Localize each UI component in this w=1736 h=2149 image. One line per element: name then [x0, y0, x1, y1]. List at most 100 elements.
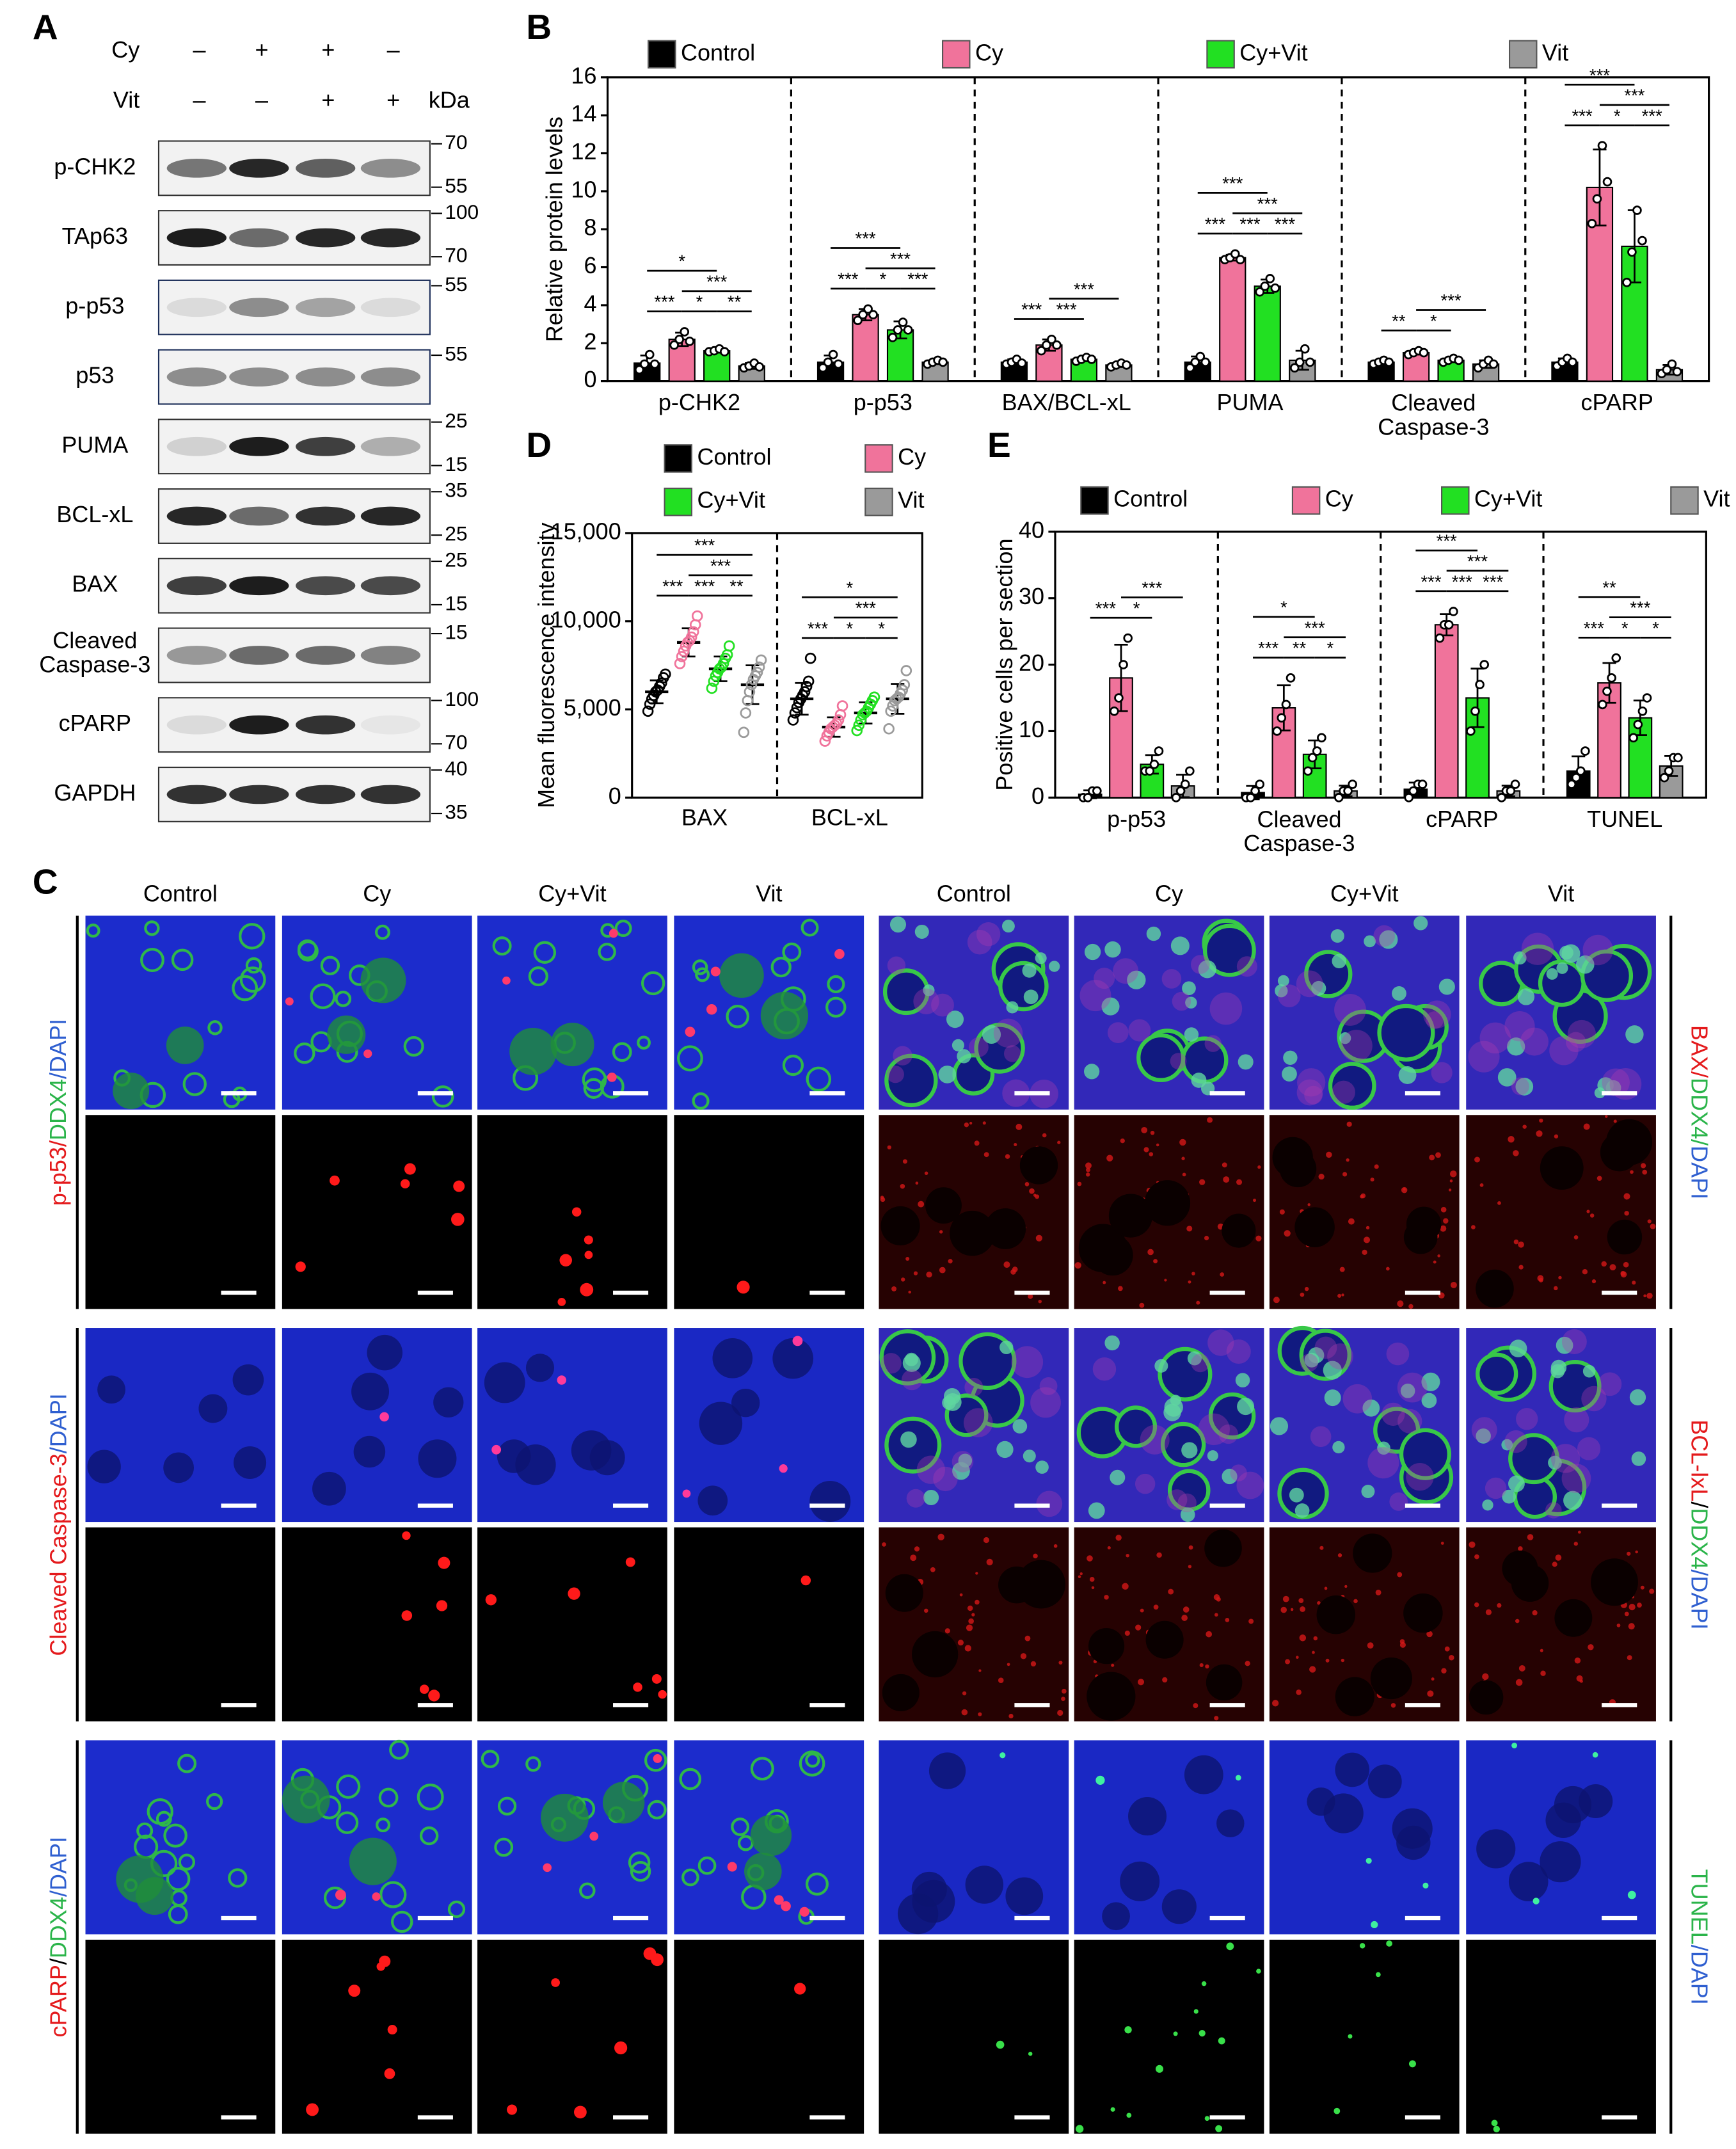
micrograph-feature [1624, 1611, 1629, 1617]
legend-swatch [942, 40, 971, 69]
blot-band [166, 576, 227, 596]
panel-letter: D [526, 425, 552, 465]
micrograph-feature [1397, 1300, 1404, 1307]
stain-part: DDX4 [45, 1079, 71, 1140]
micrograph-feature [1332, 1441, 1345, 1454]
marker-label: 70 [445, 131, 467, 154]
significance-label: *** [694, 576, 715, 596]
micrograph-feature [942, 1396, 956, 1410]
micrograph-feature [1577, 1437, 1601, 1460]
micrograph-feature [1141, 1127, 1148, 1133]
data-point [1270, 283, 1280, 293]
micrograph-feature [1509, 1339, 1527, 1357]
micrograph-feature [1207, 1329, 1234, 1356]
micrograph-feature [1277, 984, 1301, 1007]
micrograph-feature [1035, 952, 1047, 964]
micrograph-feature [685, 1027, 696, 1037]
micrograph-feature [579, 1882, 596, 1899]
micrograph-feature [1307, 1203, 1310, 1206]
micrograph-feature [525, 1756, 541, 1772]
micrograph-feature [207, 1020, 223, 1035]
significance-label: * [1621, 618, 1628, 638]
blot-box [157, 349, 431, 405]
micrograph-feature [1289, 1487, 1304, 1503]
micrograph-feature [1102, 1902, 1130, 1931]
micrograph-feature [1198, 960, 1216, 979]
micrograph-feature [418, 1439, 457, 1478]
micrograph-feature [1342, 1172, 1348, 1177]
micrograph-feature [750, 1757, 774, 1781]
micrograph-feature [985, 1208, 1026, 1249]
column-header: Control [143, 880, 218, 906]
micrograph-feature [1143, 1147, 1149, 1153]
micrograph-feature [1397, 1372, 1428, 1403]
micrograph-feature [1298, 1598, 1304, 1603]
data-point [1260, 281, 1270, 291]
micrograph-feature [924, 1608, 928, 1613]
data-point [800, 680, 813, 692]
micrograph-feature [348, 1985, 361, 1997]
micrograph-feature [996, 1441, 1014, 1458]
micrograph-feature [1028, 2052, 1033, 2056]
micrograph-feature [1375, 1590, 1382, 1595]
micrograph [282, 1740, 472, 1935]
micrograph-feature [1507, 1037, 1525, 1056]
micrograph-feature [428, 1690, 440, 1702]
micrograph-feature [1223, 1176, 1230, 1183]
micrograph-feature [1559, 945, 1573, 960]
micrograph-feature [1185, 996, 1197, 1009]
micrograph-feature [1586, 1210, 1590, 1213]
legend-swatch [864, 444, 893, 473]
data-point [754, 362, 765, 372]
micrograph-feature [1222, 1162, 1227, 1168]
micrograph-feature [1296, 1656, 1299, 1659]
micrograph-feature [1007, 1663, 1010, 1666]
significance-label: *** [1021, 300, 1042, 319]
micrograph-feature [999, 1752, 1006, 1759]
micrograph-feature [1042, 1133, 1047, 1138]
micrograph-feature [1177, 1493, 1197, 1513]
micrograph-feature [453, 1180, 465, 1192]
data-point [1289, 363, 1300, 373]
micrograph-feature [1335, 1677, 1374, 1716]
micrograph-feature [957, 1640, 964, 1646]
micrograph-feature [1006, 1001, 1019, 1014]
micrograph-feature [1643, 1294, 1646, 1298]
micrograph-feature [1426, 1011, 1444, 1030]
micrograph-feature [285, 997, 294, 1006]
micrograph-feature [1527, 1534, 1534, 1540]
micrograph-feature [651, 1674, 662, 1684]
micrograph-feature [1085, 1162, 1092, 1169]
blot-band [296, 436, 356, 456]
micrograph-feature [1110, 2107, 1115, 2112]
data-point [660, 668, 671, 680]
micrograph-feature [1188, 1280, 1191, 1284]
micrograph-feature [431, 1085, 454, 1108]
micrograph [477, 1328, 667, 1522]
micrograph-feature [1218, 1424, 1238, 1444]
micrograph-feature [1646, 1293, 1653, 1299]
marker-label: 25 [445, 409, 467, 432]
micrograph-feature [952, 1462, 970, 1480]
data-point [1419, 348, 1429, 358]
data-point [1303, 766, 1313, 776]
data-point [1294, 357, 1305, 367]
micrograph-feature [1360, 1194, 1364, 1199]
micrograph-feature [1579, 1679, 1583, 1683]
data-point [1255, 779, 1265, 789]
micrograph-feature [1366, 1226, 1370, 1230]
data-point [1175, 786, 1186, 796]
micrograph-feature [612, 1042, 632, 1062]
bar [1434, 624, 1459, 799]
micrograph-feature [1377, 1441, 1390, 1455]
micrograph-feature [800, 1575, 811, 1586]
bar [1219, 257, 1246, 382]
micrograph-feature [1184, 1027, 1199, 1042]
significance-label: * [1133, 598, 1140, 618]
column-header: Vit [756, 880, 782, 906]
micrograph-feature [1201, 1981, 1207, 1986]
micrograph-feature [1092, 1234, 1133, 1276]
micrograph-feature [1214, 1716, 1219, 1721]
micrograph-feature [1207, 1117, 1213, 1123]
blot-box [157, 419, 431, 475]
